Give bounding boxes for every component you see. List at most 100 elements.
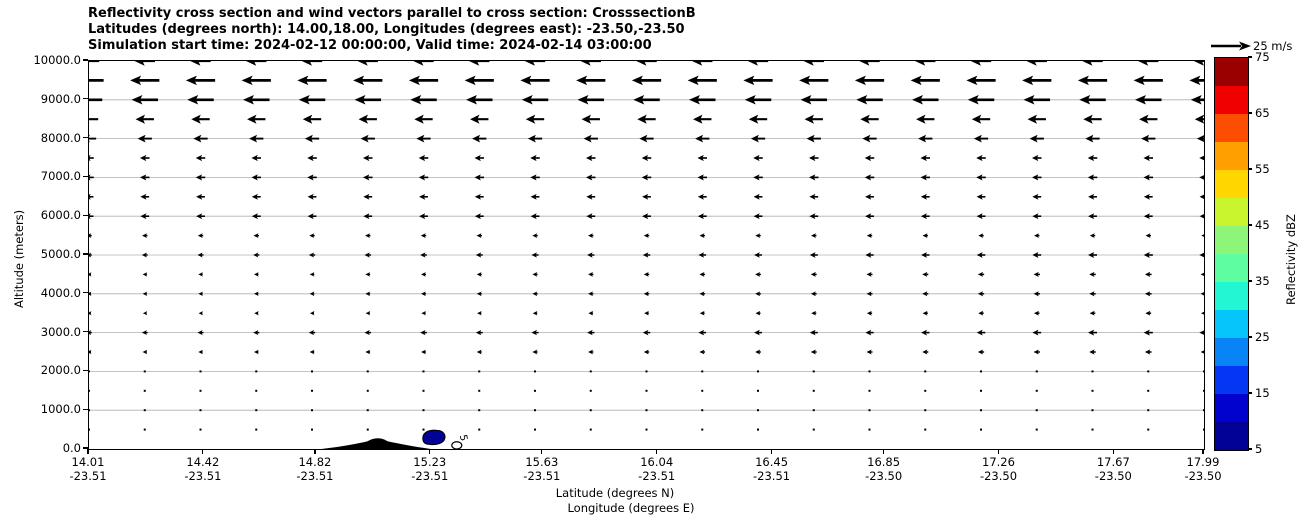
wind-vector-arrow: [1143, 213, 1153, 220]
colorbar-tick-label: 15: [1255, 386, 1270, 400]
wind-vector-arrow: [475, 329, 483, 336]
wind-vector-arrow: [365, 291, 371, 297]
wind-vector-dot: [143, 370, 146, 373]
wind-vector-arrow: [421, 349, 426, 355]
wind-vector-dot: [589, 428, 592, 431]
wind-vector-arrow: [699, 291, 706, 297]
wind-vector-arrow: [308, 330, 316, 336]
wind-vector-arrow: [754, 329, 762, 336]
x-tick-mark: [541, 449, 543, 454]
y-tick-label: 1000.0: [40, 402, 81, 417]
wind-vector-dot: [311, 428, 313, 431]
wind-vector-arrow: [862, 134, 877, 143]
wind-vector-arrow: [251, 213, 261, 220]
wind-vector-arrow: [755, 291, 761, 297]
wind-vector-dot: [1035, 389, 1038, 392]
wind-vector-arrow: [198, 311, 203, 316]
wind-vector-arrow: [697, 174, 708, 181]
wind-vector-arrow: [521, 95, 549, 105]
chart-subtitle-time: Simulation start time: 2024-02-12 00:00:…: [88, 38, 652, 53]
wind-vector-arrow: [142, 311, 148, 316]
wind-vector-arrow: [810, 291, 817, 297]
chart-subtitle-latlon: Latitudes (degrees north): 14.00,18.00, …: [88, 22, 685, 37]
wind-vector-arrow: [976, 252, 986, 258]
wind-vector-arrow: [353, 75, 383, 86]
x-tick-latitude: 16.85: [867, 455, 901, 469]
colorbar-tick-mark: [1248, 280, 1252, 282]
wind-vector-arrow: [1144, 349, 1152, 355]
wind-vector-arrow: [1199, 252, 1204, 258]
wind-vector-arrow: [1138, 61, 1159, 66]
wind-vector-arrow: [1033, 291, 1040, 297]
wind-vector-arrow: [532, 310, 538, 316]
wind-vector-arrow: [809, 252, 818, 258]
wind-vector-arrow: [865, 329, 874, 336]
wind-vector-arrow: [364, 330, 372, 336]
wind-vector-arrow: [800, 95, 828, 105]
wind-vector-arrow: [588, 349, 594, 355]
wind-vector-arrow: [692, 61, 713, 66]
wind-vector-arrow: [365, 272, 371, 277]
wind-vector-arrow: [472, 134, 487, 143]
colorbar-tick-label: 35: [1255, 274, 1270, 288]
wind-vector-dot: [143, 428, 146, 431]
colorbar-band: [1215, 170, 1248, 198]
wind-vector-arrow: [89, 134, 97, 143]
wind-vector-arrow: [698, 252, 707, 258]
wind-vector-arrow: [865, 252, 874, 258]
wind-vector-arrow: [532, 349, 538, 355]
x-tick-longitude: -23.51: [411, 469, 449, 483]
wind-vector-arrow: [418, 154, 429, 162]
x-tick-label: 17.26 -23.50: [980, 455, 1017, 483]
wind-vector-arrow: [525, 114, 545, 124]
wind-vector-arrow: [251, 174, 262, 181]
wind-vector-arrow: [810, 271, 817, 277]
wind-vector-arrow: [976, 193, 986, 200]
wind-vector-dot: [868, 370, 871, 373]
wind-vector-arrow: [476, 272, 482, 277]
colorbar-band: [1215, 198, 1248, 226]
wind-vector-dot: [89, 389, 90, 392]
wind-vector-arrow: [642, 193, 651, 200]
wind-vector-arrow: [476, 349, 482, 355]
wind-vector-arrow: [808, 174, 819, 181]
wind-vector-arrow: [576, 75, 606, 86]
wind-vector-arrow: [1023, 95, 1051, 105]
wind-vector-dot: [478, 428, 481, 431]
wind-vector-arrow: [1196, 135, 1204, 143]
wind-vector-dot: [534, 428, 536, 431]
x-tick-mark: [656, 449, 658, 454]
x-tick-latitude: 14.01: [71, 455, 105, 469]
wind-vector-dot: [478, 370, 481, 373]
wind-vector-arrow: [1133, 75, 1163, 86]
wind-vector-arrow: [410, 95, 437, 105]
wind-vector-arrow: [301, 61, 323, 66]
wind-vector-arrow: [196, 193, 205, 200]
wind-vector-dot: [422, 409, 425, 412]
wind-vector-arrow: [89, 98, 103, 102]
x-tick-latitude: 17.99: [1186, 455, 1220, 469]
wind-vector-arrow: [141, 252, 148, 258]
colorbar-tick-mark: [1248, 224, 1252, 226]
wind-vector-dot: [701, 428, 704, 431]
x-tick-longitude: -23.51: [69, 469, 107, 483]
wind-vector-arrow: [920, 213, 930, 220]
wind-vector-dot: [255, 370, 258, 373]
x-tick-label: 14.82 -23.51: [296, 455, 333, 483]
terrain-profile: [321, 438, 431, 449]
wind-vector-arrow: [803, 61, 824, 66]
wind-vector-dot: [534, 370, 536, 373]
quiver-key-label: 25 m/s: [1253, 39, 1293, 53]
wind-vector-arrow: [1143, 193, 1153, 200]
wind-vector-arrow: [140, 193, 150, 200]
colorbar-tick-mark: [1248, 336, 1252, 338]
quiver-key-arrow: [1211, 41, 1251, 51]
colorbar-tick-label: 55: [1255, 162, 1270, 176]
wind-vector-arrow: [465, 95, 493, 105]
wind-vector-arrow: [191, 114, 210, 124]
y-tick-label: 3000.0: [40, 324, 81, 339]
wind-vector-arrow: [1145, 233, 1151, 238]
y-tick-mark: [83, 292, 88, 294]
wind-vector-dot: [89, 428, 90, 431]
wind-vector-arrow: [89, 79, 104, 82]
